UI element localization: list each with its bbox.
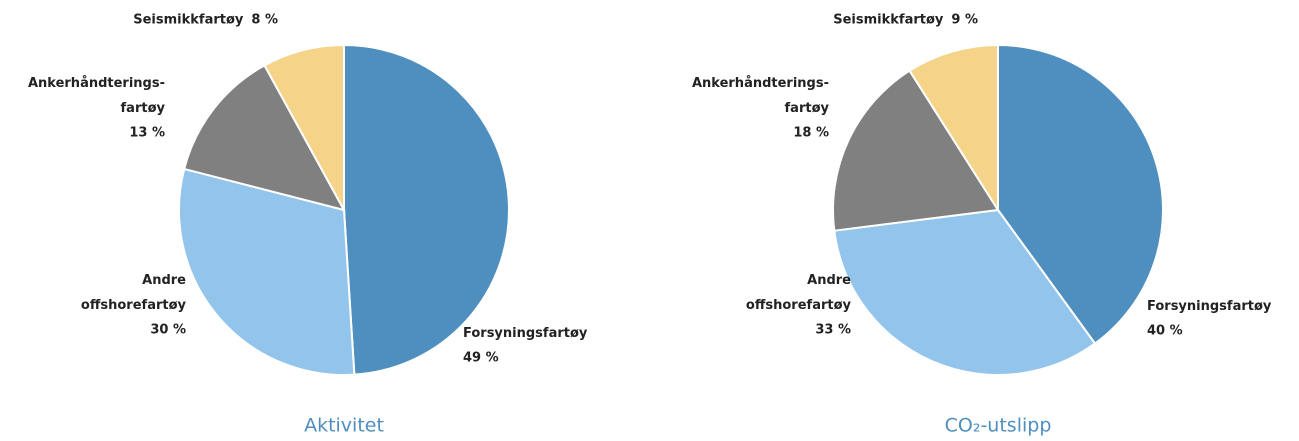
slice-value-label: 30 % (150, 323, 186, 338)
slice-label: Andre offshorefartøy (746, 273, 852, 313)
pie-slice (908, 43, 999, 214)
pie-slice (343, 43, 510, 376)
slice-label: Ankerhåndterings-fartøy (692, 76, 830, 116)
slice-label: Seismikkfartøy (133, 13, 244, 28)
pie-slice (832, 69, 1000, 232)
pie-slice (182, 64, 346, 212)
slice-label: Seismikkfartøy (833, 13, 944, 28)
pie-slice (178, 167, 356, 376)
chart-title: Aktivitet (304, 415, 384, 437)
slice-value-label: 8 % (251, 13, 278, 28)
slice-label: Forsyningsfartøy (1147, 299, 1272, 314)
slice-label: Andre offshorefartøy (81, 273, 187, 313)
slice-value-label: 49 % (463, 351, 499, 366)
slice-label: Forsyningsfartøy (463, 326, 588, 341)
pie-slice (263, 43, 345, 211)
slice-value-label: 18 % (793, 126, 829, 141)
chart-title: CO₂-utslipp (945, 415, 1052, 437)
slice-value-label: 13 % (129, 126, 165, 141)
pie-slice (833, 208, 1097, 376)
slice-value-label: 33 % (815, 323, 851, 338)
slice-label: Ankerhåndterings-fartøy (28, 76, 166, 116)
slice-value-label: 9 % (951, 13, 978, 28)
pie-slice (997, 43, 1164, 345)
slice-value-label: 40 % (1147, 324, 1183, 339)
